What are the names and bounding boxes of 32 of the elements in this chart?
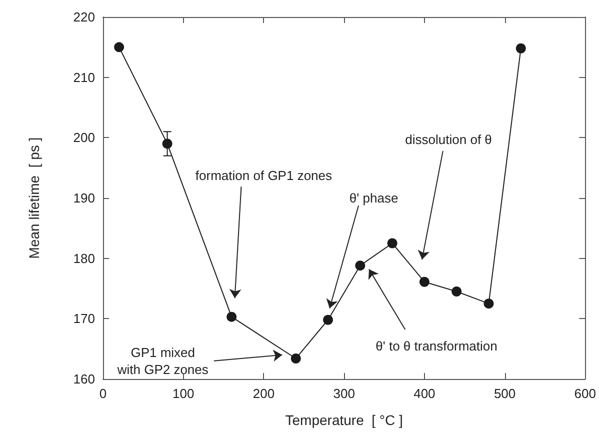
point xyxy=(323,314,334,325)
y-tick-label: 200 xyxy=(73,130,95,146)
y-axis-title: Mean lifetime [ ps ] xyxy=(26,137,42,259)
x-tick-label: 600 xyxy=(574,386,596,401)
y-tick-label: 220 xyxy=(73,10,95,24)
point xyxy=(516,43,526,54)
y-tick-label: 190 xyxy=(73,190,95,206)
y-tick-label: 180 xyxy=(73,250,95,266)
annotation: formation of GP1 zones xyxy=(195,168,332,184)
annotation: θ' to θ transformation xyxy=(376,338,498,354)
x-tick-label: 100 xyxy=(172,386,194,401)
point xyxy=(452,286,462,297)
annotation: dissolution of θ xyxy=(405,132,492,147)
point xyxy=(419,276,430,287)
y-tick-label: 210 xyxy=(73,70,95,85)
annotation: θ' phase xyxy=(349,190,398,206)
x-tick-label: 500 xyxy=(494,386,516,401)
y-tick-label: 160 xyxy=(73,372,95,386)
annotation: GP1 mixed with GP2 zones xyxy=(116,344,209,377)
point xyxy=(387,238,398,248)
point xyxy=(355,260,366,271)
x-tick-label: 400 xyxy=(414,386,436,401)
point xyxy=(114,42,124,52)
y-tick-label: 170 xyxy=(73,311,95,326)
point xyxy=(226,312,237,322)
x-tick-label: 300 xyxy=(333,386,355,401)
x-tick-label: 0 xyxy=(99,386,107,401)
point xyxy=(290,353,301,364)
x-axis-title: Temperature [ °C ] xyxy=(285,412,403,428)
x-tick-label: 200 xyxy=(252,386,275,401)
point xyxy=(484,298,494,309)
point xyxy=(162,138,172,149)
